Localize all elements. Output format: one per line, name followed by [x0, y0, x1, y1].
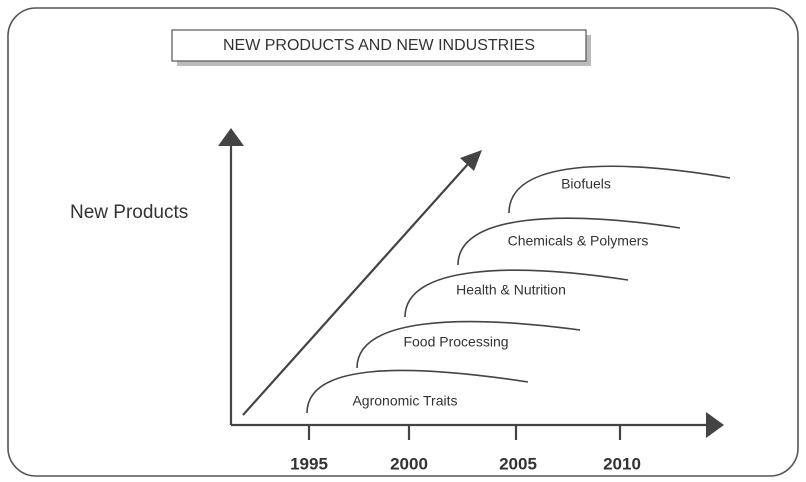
curve — [356, 320, 581, 369]
x-label: 1995 — [290, 454, 328, 473]
curve-label: Biofuels — [561, 176, 611, 192]
x-label: 2005 — [499, 454, 537, 473]
curve-label: Agronomic Traits — [352, 393, 457, 409]
x-label: 2000 — [390, 454, 428, 473]
curve-label: Health & Nutrition — [456, 282, 566, 298]
curve-label: Chemicals & Polymers — [508, 233, 649, 249]
curve-label: Food Processing — [403, 334, 508, 350]
growth-arrowhead — [460, 150, 482, 171]
frame — [7, 7, 799, 477]
growth-arrow — [242, 163, 469, 416]
x-arrow — [706, 412, 724, 438]
curve — [404, 269, 629, 318]
curve — [457, 217, 681, 266]
y-arrow — [218, 128, 244, 146]
y-axis-label: New Products — [70, 202, 188, 223]
x-label: 2010 — [603, 454, 641, 473]
curve — [306, 369, 529, 414]
title: NEW PRODUCTS AND NEW INDUSTRIES — [223, 37, 535, 54]
curve — [508, 165, 731, 214]
title-box — [171, 29, 587, 62]
